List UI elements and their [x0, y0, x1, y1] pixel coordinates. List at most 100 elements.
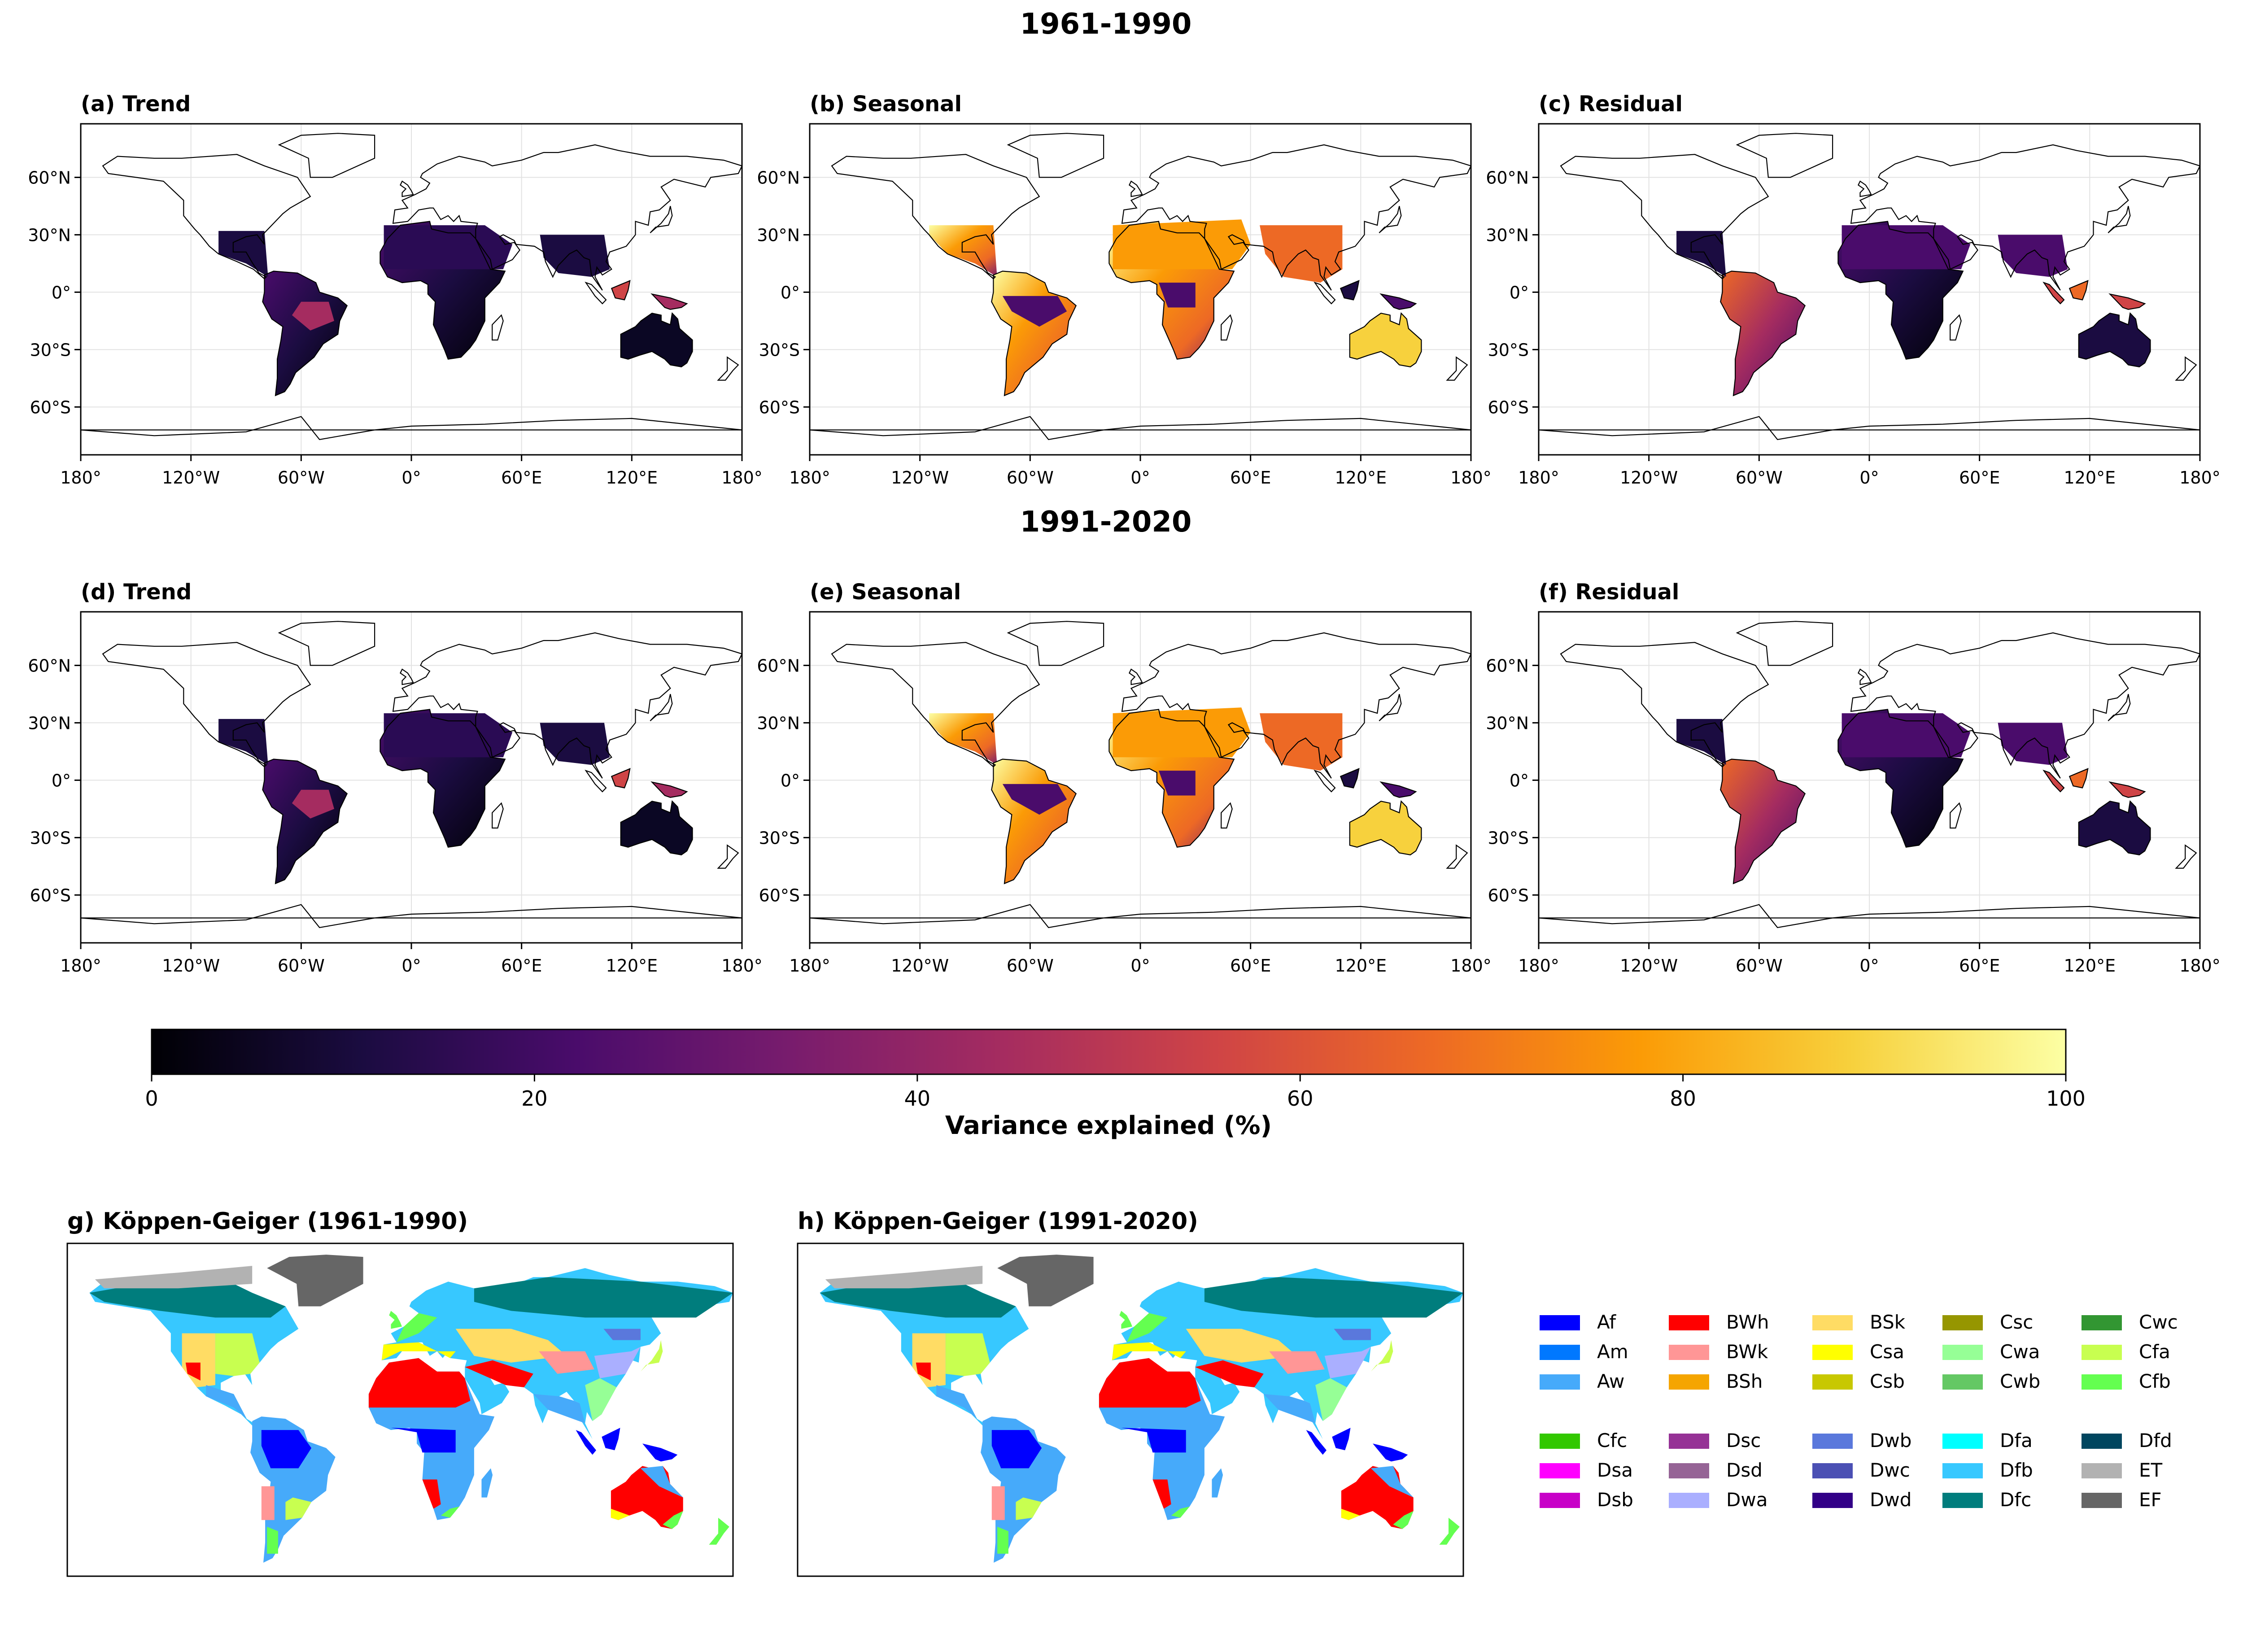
koppen-map	[797, 1242, 1464, 1577]
climate-zone	[474, 1277, 733, 1318]
lon-tick-label: 60°W	[278, 956, 325, 976]
legend-item-csa: Csa	[1812, 1341, 1904, 1363]
coastline-africa	[380, 709, 506, 848]
coastline-borneo	[2068, 767, 2089, 789]
coastline-eurasia	[1850, 144, 2201, 291]
lon-tick-label: 120°W	[891, 956, 949, 976]
climate-zone	[285, 1497, 312, 1520]
lon-tick-label: 120°W	[891, 468, 949, 488]
lon-tick-label: 180°	[2179, 956, 2221, 976]
colorbar-tick-label: 100	[2046, 1086, 2086, 1111]
lat-tick-label: 60°N	[757, 168, 800, 187]
coastline-sumatra	[1314, 281, 1336, 305]
lon-tick-label: 120°E	[1335, 956, 1387, 976]
coastline-newguinea	[1379, 781, 1417, 798]
climate-zone	[603, 1329, 641, 1340]
coastline-madagascar	[1950, 802, 1962, 829]
legend-label: Csc	[2000, 1311, 2033, 1333]
coastline-madagascar	[1221, 314, 1233, 341]
legend-label: Dfb	[2000, 1459, 2033, 1481]
coastline-antarctica	[1538, 416, 2200, 440]
variance-region	[2044, 283, 2064, 304]
climate-zone	[1324, 1347, 1371, 1378]
climate-zone	[1121, 1428, 1186, 1453]
map-panel: (d) Trend 60°N 30°N 0° 30°S 60°S 180° 120°W 60°W…	[28, 580, 763, 976]
lat-tick-label: 60°N	[757, 656, 800, 676]
colorbar-tick-label: 20	[521, 1086, 548, 1111]
lon-tick-label: 120°E	[606, 468, 658, 488]
climate-zone	[991, 1430, 1042, 1469]
legend-label: Cwa	[2000, 1341, 2040, 1363]
climate-zone	[1334, 1329, 1371, 1340]
legend-label: Af	[1597, 1311, 1616, 1333]
legend-swatch	[1540, 1374, 1580, 1390]
variance-region	[1381, 294, 1416, 309]
legend-swatch	[2082, 1463, 2122, 1478]
legend-label: Dsc	[1726, 1430, 1761, 1451]
lat-tick-label: 30°N	[1486, 713, 1529, 733]
coastline-newguinea	[650, 781, 688, 798]
lat-tick-label: 0°	[781, 771, 800, 790]
coastline-greenland	[1736, 621, 1833, 666]
colorbar-tick-label: 40	[904, 1086, 931, 1111]
variance-region	[384, 225, 513, 270]
coastline-uk	[1129, 180, 1143, 197]
variance-region	[2069, 280, 2088, 300]
lon-tick-label: 120°E	[2064, 956, 2116, 976]
legend-item-cfb: Cfb	[2082, 1370, 2171, 1392]
climate-zone	[481, 1468, 493, 1498]
lon-tick-label: 180°	[721, 468, 763, 488]
variance-region	[1158, 771, 1196, 796]
coastline-eurasia	[1121, 632, 1472, 779]
coastline-greenland	[1736, 133, 1833, 178]
legend-label: Dsd	[1726, 1459, 1763, 1481]
climate-zone	[215, 1333, 260, 1376]
legend-item-bwh: BWh	[1669, 1311, 1769, 1333]
lon-tick-label: 60°W	[278, 468, 325, 488]
legend-swatch	[1812, 1434, 1853, 1449]
lat-tick-label: 30°S	[30, 340, 71, 360]
climate-zone	[825, 1266, 983, 1289]
variance-region	[1720, 271, 1805, 396]
legend-label: Dsb	[1597, 1489, 1633, 1511]
coastline-samerica	[262, 758, 348, 885]
climate-zone	[663, 1511, 683, 1529]
legend-swatch	[1540, 1463, 1580, 1478]
legend-swatch	[1942, 1493, 1983, 1508]
lat-tick-label: 0°	[1510, 283, 1529, 302]
koppen-frame	[797, 1242, 1464, 1577]
legend-swatch	[1942, 1374, 1983, 1390]
lon-tick-label: 60°W	[1007, 468, 1054, 488]
climate-zone	[185, 1362, 201, 1381]
legend-item-ef: EF	[2082, 1489, 2162, 1511]
legend-swatch	[1942, 1434, 1983, 1449]
climate-zone	[1269, 1351, 1325, 1374]
variance-region	[384, 713, 513, 758]
legend-label: Cfb	[2139, 1370, 2171, 1392]
legend-label: BSk	[1870, 1311, 1906, 1333]
coastline-madagascar	[492, 802, 504, 829]
colorbar: 0 20 40 60 80 100 Variance explained (%)	[145, 1029, 2086, 1140]
legend-swatch	[2082, 1315, 2122, 1330]
climate-zone	[1370, 1466, 1414, 1498]
lat-tick-label: 60°S	[1488, 397, 1529, 417]
climate-zone	[89, 1279, 286, 1318]
lon-tick-label: 120°E	[1335, 468, 1387, 488]
lat-tick-label: 60°S	[759, 397, 800, 417]
lon-tick-label: 60°E	[1230, 956, 1271, 976]
lat-tick-label: 30°S	[1488, 340, 1529, 360]
climate-zone	[396, 1313, 437, 1343]
coastline-namerica	[1560, 642, 1769, 768]
climate-zone	[1152, 1479, 1171, 1509]
coastline-uk	[400, 180, 414, 197]
lat-tick-label: 60°S	[30, 885, 71, 905]
legend-item-dsb: Dsb	[1540, 1489, 1633, 1511]
coastline-antarctica	[80, 416, 742, 440]
legend-item-et: ET	[2082, 1459, 2163, 1481]
coastline-borneo	[611, 767, 631, 789]
coastline-australia	[620, 800, 693, 855]
coastline-australia	[2078, 312, 2151, 367]
colorbar-tick-label: 0	[145, 1086, 158, 1111]
legend-item-dsa: Dsa	[1540, 1459, 1633, 1481]
lat-tick-label: 30°S	[759, 340, 800, 360]
